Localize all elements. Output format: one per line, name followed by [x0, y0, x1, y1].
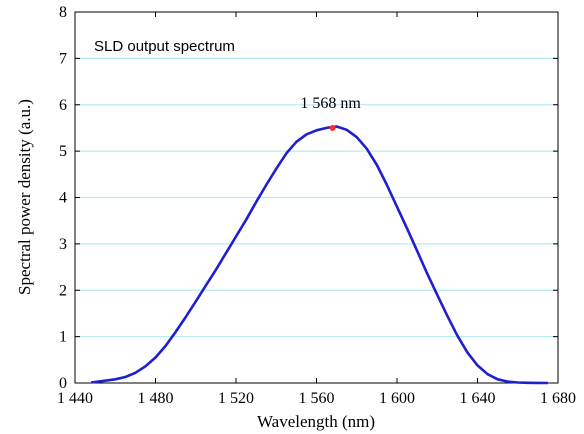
y-tick-label: 5: [59, 143, 67, 160]
y-tick-label: 0: [59, 375, 67, 392]
x-tick-label: 1 560: [299, 390, 335, 407]
spectrum-series-line: [90, 125, 548, 385]
x-tick-label: 1 680: [540, 390, 576, 407]
peak-annotation: 1 568 nm: [300, 95, 361, 112]
y-tick-label: 6: [59, 97, 67, 114]
y-axis: 0 1 2 3 4 5 6 7 8: [59, 4, 558, 392]
y-tick-label: 8: [59, 4, 67, 21]
x-tick-label: 1 640: [460, 390, 496, 407]
y-axis-title: Spectral power density (a.u.): [15, 99, 34, 295]
legend-label: SLD output spectrum: [94, 38, 235, 55]
x-tick-label: 1 480: [138, 390, 174, 407]
y-tick-label: 2: [59, 282, 67, 299]
x-tick-label: 1 600: [379, 390, 415, 407]
grid-lines: [75, 57, 558, 338]
x-axis: 1 440 1 480 1 520 1 560 1 600 1 640 1 680: [57, 12, 576, 407]
y-tick-label: 1: [59, 329, 67, 346]
y-tick-label: 3: [59, 236, 67, 253]
x-tick-label: 1 520: [218, 390, 254, 407]
y-tick-label: 7: [59, 50, 67, 67]
x-tick-label: 1 440: [57, 390, 93, 407]
peak-marker: [329, 124, 336, 131]
x-axis-title: Wavelength (nm): [257, 412, 375, 431]
y-tick-label: 4: [59, 190, 67, 207]
